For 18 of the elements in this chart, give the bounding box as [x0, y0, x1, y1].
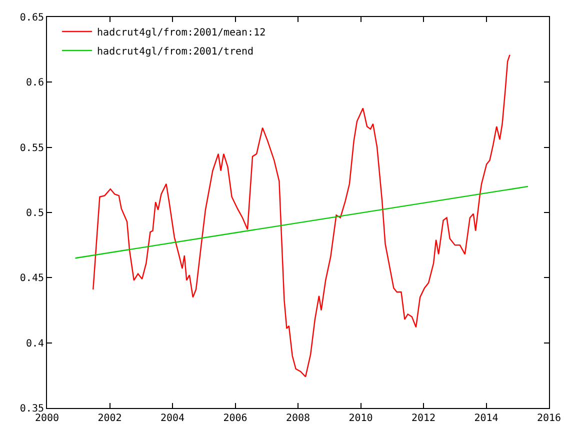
x-tick-label: 2016 — [536, 413, 562, 424]
y-tick-label: 0.6 — [26, 78, 44, 89]
legend-label: hadcrut4gl/from:2001/mean:12 — [97, 27, 266, 38]
y-tick-label: 0.65 — [20, 12, 44, 24]
y-tick-label: 0.55 — [20, 142, 44, 154]
y-tick-label: 0.4 — [26, 338, 44, 350]
x-tick-label: 2010 — [348, 413, 373, 424]
y-tick-label: 0.45 — [20, 273, 44, 284]
y-tick-label: 0.35 — [20, 404, 44, 414]
x-tick-label: 2002 — [98, 413, 122, 424]
x-tick-label: 2000 — [34, 413, 60, 424]
x-tick-label: 2006 — [223, 413, 248, 424]
x-tick-label: 2008 — [286, 413, 310, 424]
y-tick-label: 0.5 — [26, 208, 44, 219]
x-tick-label: 2014 — [474, 413, 498, 424]
legend-label: hadcrut4gl/from:2001/trend — [97, 46, 254, 58]
x-tick-label: 2004 — [160, 413, 185, 424]
x-tick-label: 2012 — [411, 413, 436, 424]
